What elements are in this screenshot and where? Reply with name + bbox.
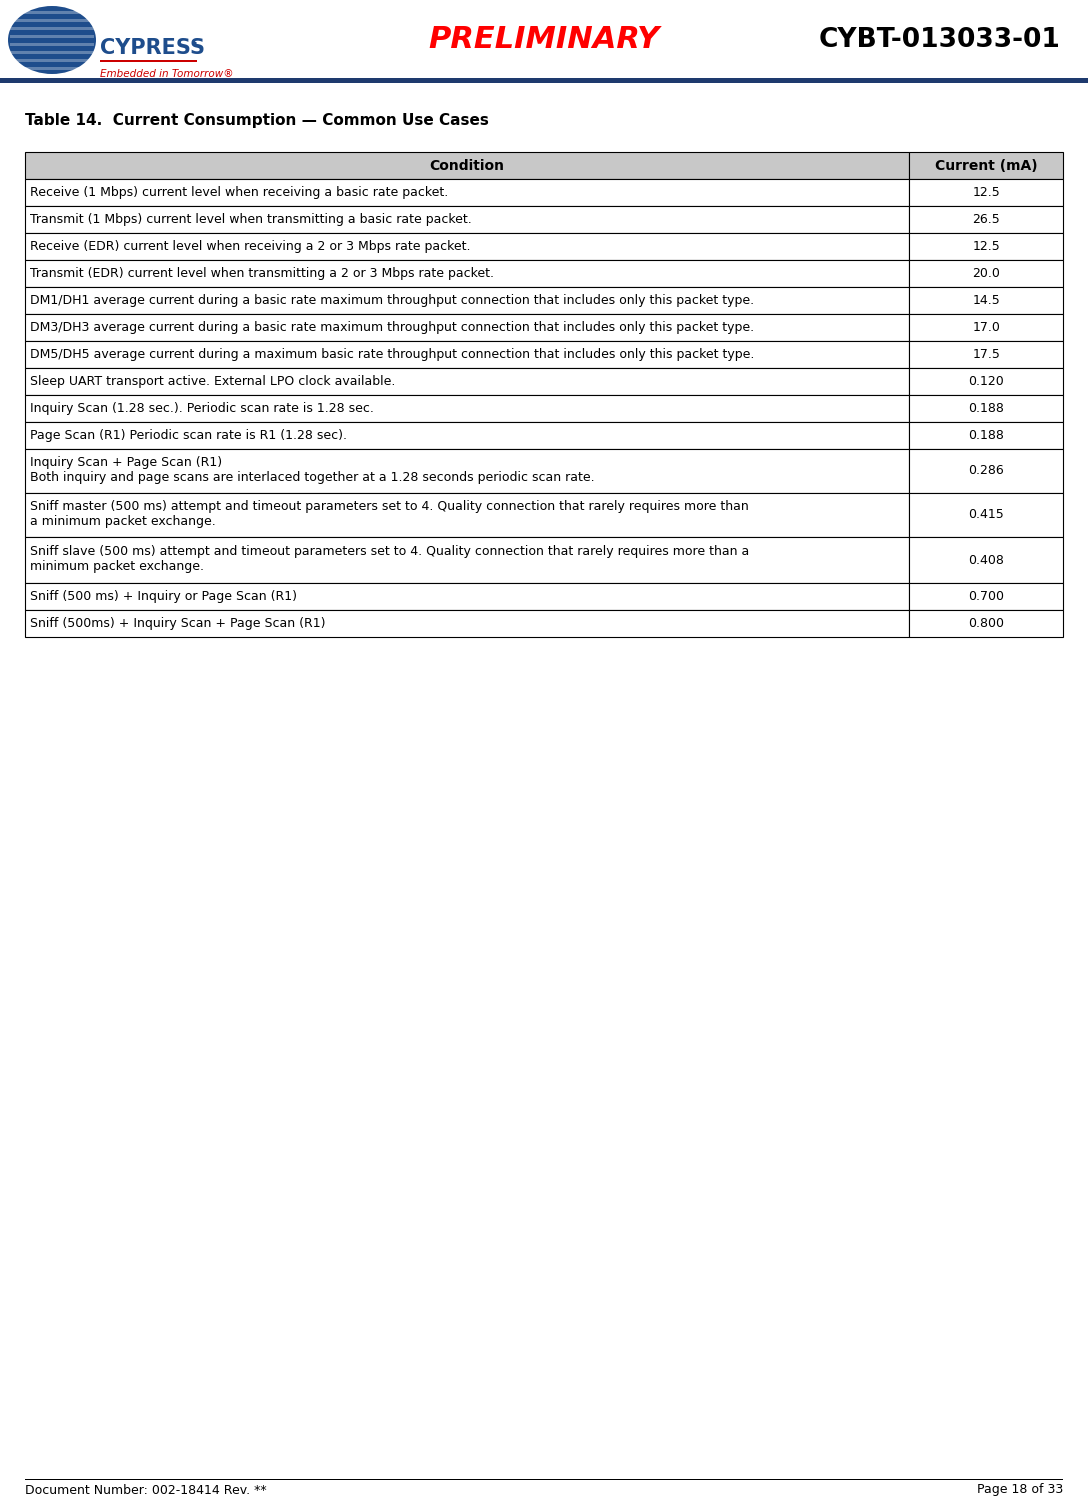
Bar	[25, 610, 910, 637]
Bar	[910, 152, 1063, 179]
Text: 0.188: 0.188	[968, 402, 1004, 414]
Text: Sniff (500 ms) + Inquiry or Page Scan (R1): Sniff (500 ms) + Inquiry or Page Scan (R…	[30, 591, 297, 603]
Bar	[910, 583, 1063, 610]
Text: 17.0: 17.0	[973, 321, 1000, 335]
Text: 0.700: 0.700	[968, 591, 1004, 603]
Text: Sniff (500ms) + Inquiry Scan + Page Scan (R1): Sniff (500ms) + Inquiry Scan + Page Scan…	[30, 616, 325, 630]
Bar	[910, 286, 1063, 313]
Text: Receive (EDR) current level when receiving a 2 or 3 Mbps rate packet.: Receive (EDR) current level when receivi…	[30, 240, 470, 253]
Text: 14.5: 14.5	[973, 294, 1000, 307]
Bar	[25, 261, 910, 286]
Text: Embedded in Tomorrow®: Embedded in Tomorrow®	[100, 69, 234, 78]
Text: Transmit (EDR) current level when transmitting a 2 or 3 Mbps rate packet.: Transmit (EDR) current level when transm…	[30, 267, 494, 280]
Bar	[25, 152, 910, 179]
Text: Page Scan (R1) Periodic scan rate is R1 (1.28 sec).: Page Scan (R1) Periodic scan rate is R1 …	[30, 429, 347, 442]
Text: Sleep UART transport active. External LPO clock available.: Sleep UART transport active. External LP…	[30, 375, 395, 387]
Bar	[10, 44, 94, 47]
Bar	[910, 449, 1063, 493]
Bar	[25, 368, 910, 395]
Text: Inquiry Scan (1.28 sec.). Periodic scan rate is 1.28 sec.: Inquiry Scan (1.28 sec.). Periodic scan …	[30, 402, 374, 414]
Text: minimum packet exchange.: minimum packet exchange.	[30, 561, 205, 573]
Text: DM3/DH3 average current during a basic rate maximum throughput connection that i: DM3/DH3 average current during a basic r…	[30, 321, 754, 335]
Text: DM1/DH1 average current during a basic rate maximum throughput connection that i: DM1/DH1 average current during a basic r…	[30, 294, 754, 307]
Text: a minimum packet exchange.: a minimum packet exchange.	[30, 515, 215, 527]
Bar	[910, 493, 1063, 536]
Bar	[25, 286, 910, 313]
Bar	[910, 313, 1063, 341]
Bar	[910, 206, 1063, 234]
Bar	[25, 234, 910, 261]
Bar	[910, 422, 1063, 449]
Text: 0.800: 0.800	[968, 616, 1004, 630]
Text: Sniff master (500 ms) attempt and timeout parameters set to 4. Quality connectio: Sniff master (500 ms) attempt and timeou…	[30, 500, 749, 512]
Text: CYBT-013033-01: CYBT-013033-01	[818, 27, 1060, 53]
Bar	[10, 11, 94, 14]
Text: 26.5: 26.5	[973, 212, 1000, 226]
Text: Transmit (1 Mbps) current level when transmitting a basic rate packet.: Transmit (1 Mbps) current level when tra…	[30, 212, 472, 226]
Text: 0.120: 0.120	[968, 375, 1004, 387]
Text: ’: ’	[191, 42, 197, 54]
Text: Current (mA): Current (mA)	[935, 158, 1038, 172]
Bar	[10, 20, 94, 23]
Bar	[10, 35, 94, 38]
Bar	[910, 341, 1063, 368]
Bar	[0, 78, 1088, 83]
Text: Document Number: 002-18414 Rev. **: Document Number: 002-18414 Rev. **	[25, 1483, 267, 1496]
Text: Sniff slave (500 ms) attempt and timeout parameters set to 4. Quality connection: Sniff slave (500 ms) attempt and timeout…	[30, 546, 750, 558]
Text: 12.5: 12.5	[973, 185, 1000, 199]
Bar	[25, 449, 910, 493]
Text: DM5/DH5 average current during a maximum basic rate throughput connection that i: DM5/DH5 average current during a maximum…	[30, 348, 754, 362]
Bar	[25, 395, 910, 422]
Bar	[910, 610, 1063, 637]
Text: 20.0: 20.0	[973, 267, 1000, 280]
Text: Page 18 of 33: Page 18 of 33	[977, 1483, 1063, 1496]
Text: Receive (1 Mbps) current level when receiving a basic rate packet.: Receive (1 Mbps) current level when rece…	[30, 185, 448, 199]
Text: Inquiry Scan + Page Scan (R1): Inquiry Scan + Page Scan (R1)	[30, 455, 222, 469]
Text: Condition: Condition	[430, 158, 505, 172]
Bar	[10, 66, 94, 69]
Bar	[10, 27, 94, 30]
Text: CYPRESS: CYPRESS	[100, 38, 205, 57]
Bar	[25, 341, 910, 368]
Text: 0.415: 0.415	[968, 508, 1004, 521]
Bar	[100, 60, 197, 62]
Bar	[910, 234, 1063, 261]
Bar	[910, 368, 1063, 395]
Bar	[25, 536, 910, 583]
Bar	[25, 422, 910, 449]
Bar	[25, 493, 910, 536]
Bar	[25, 179, 910, 206]
Bar	[910, 395, 1063, 422]
Text: 0.286: 0.286	[968, 464, 1004, 478]
Bar	[25, 583, 910, 610]
Bar	[910, 261, 1063, 286]
Bar	[910, 179, 1063, 206]
Bar	[25, 206, 910, 234]
Text: 0.188: 0.188	[968, 429, 1004, 442]
Ellipse shape	[8, 6, 96, 74]
Text: 17.5: 17.5	[973, 348, 1000, 362]
Text: 12.5: 12.5	[973, 240, 1000, 253]
Text: Both inquiry and page scans are interlaced together at a 1.28 seconds periodic s: Both inquiry and page scans are interlac…	[30, 472, 595, 484]
Text: Table 14.  Current Consumption — Common Use Cases: Table 14. Current Consumption — Common U…	[25, 113, 489, 128]
Bar	[10, 59, 94, 62]
Bar	[10, 51, 94, 54]
Bar	[25, 313, 910, 341]
Bar	[910, 536, 1063, 583]
Text: PRELIMINARY: PRELIMINARY	[429, 26, 659, 54]
Text: 0.408: 0.408	[968, 553, 1004, 567]
